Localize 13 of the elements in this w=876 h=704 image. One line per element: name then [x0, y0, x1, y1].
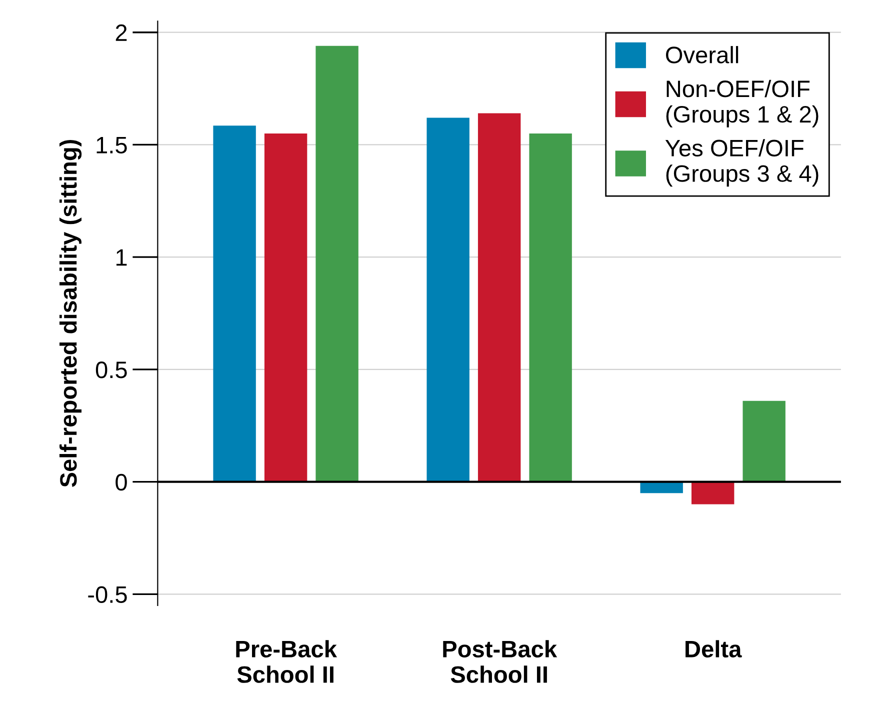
y-axis-title: Self-reported disability (sitting): [59, 140, 82, 488]
y-tick-label: 0: [116, 474, 127, 491]
x-tick-label: Delta: [686, 640, 742, 658]
legend-label: Overall: [666, 46, 738, 64]
x-tick-label: Post-Back School II: [443, 640, 558, 683]
legend-label: Yes OEF/OIF (Groups 3 & 4): [665, 139, 818, 187]
legend-label: Non-OEF/OIF (Groups 1 & 2): [666, 80, 818, 128]
x-tick-label: Pre-Back School II: [236, 640, 338, 683]
y-tick-label: 1.5: [96, 137, 127, 154]
y-tick-label: -0.5: [88, 586, 127, 603]
y-tick-label: 1: [116, 249, 127, 266]
y-tick-label: 0.5: [96, 362, 127, 378]
y-tick-label: 2: [116, 24, 127, 41]
